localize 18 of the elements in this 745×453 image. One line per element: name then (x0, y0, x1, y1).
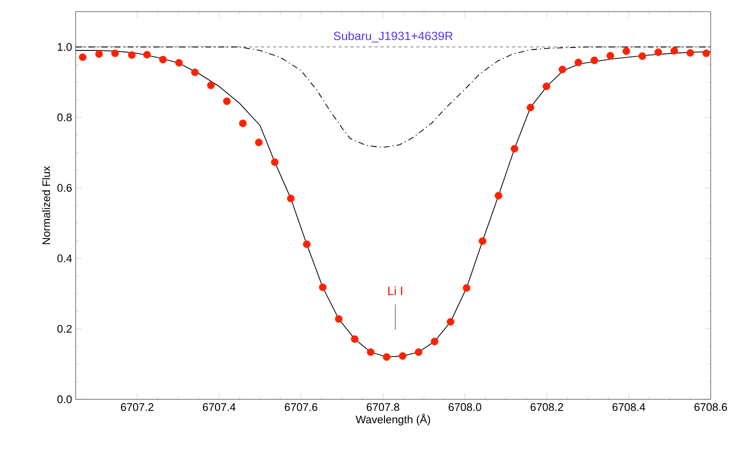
x-tick-label: 6708.6 (694, 403, 727, 411)
y-tick-label: 0.6 (57, 184, 72, 192)
y-tick-label: 1.0 (58, 43, 72, 51)
x-tick-label: 6707.2 (120, 403, 154, 411)
x-tick-label: 6708.4 (612, 403, 646, 411)
x-tick-label: 6707.8 (366, 403, 400, 411)
y-tick-label: 0.0 (57, 395, 72, 404)
x-tick-label: 6707.6 (284, 403, 318, 411)
y-tick-label: 0.4 (57, 254, 72, 262)
text: Subaru_J1931+4639R (334, 31, 453, 42)
y-axis-title: Normalized Flux (42, 166, 50, 244)
x-axis-title: Wavelength (Å) (356, 414, 430, 426)
x-tick-label: 6708.2 (530, 403, 564, 411)
y-tick-label: 0.2 (57, 324, 72, 333)
ref-line-label: Li I (388, 286, 402, 296)
y-tick-label: 0.8 (57, 114, 72, 122)
x-tick-label: 6707.4 (202, 403, 236, 411)
x-tick-label: 6708.0 (448, 403, 482, 411)
